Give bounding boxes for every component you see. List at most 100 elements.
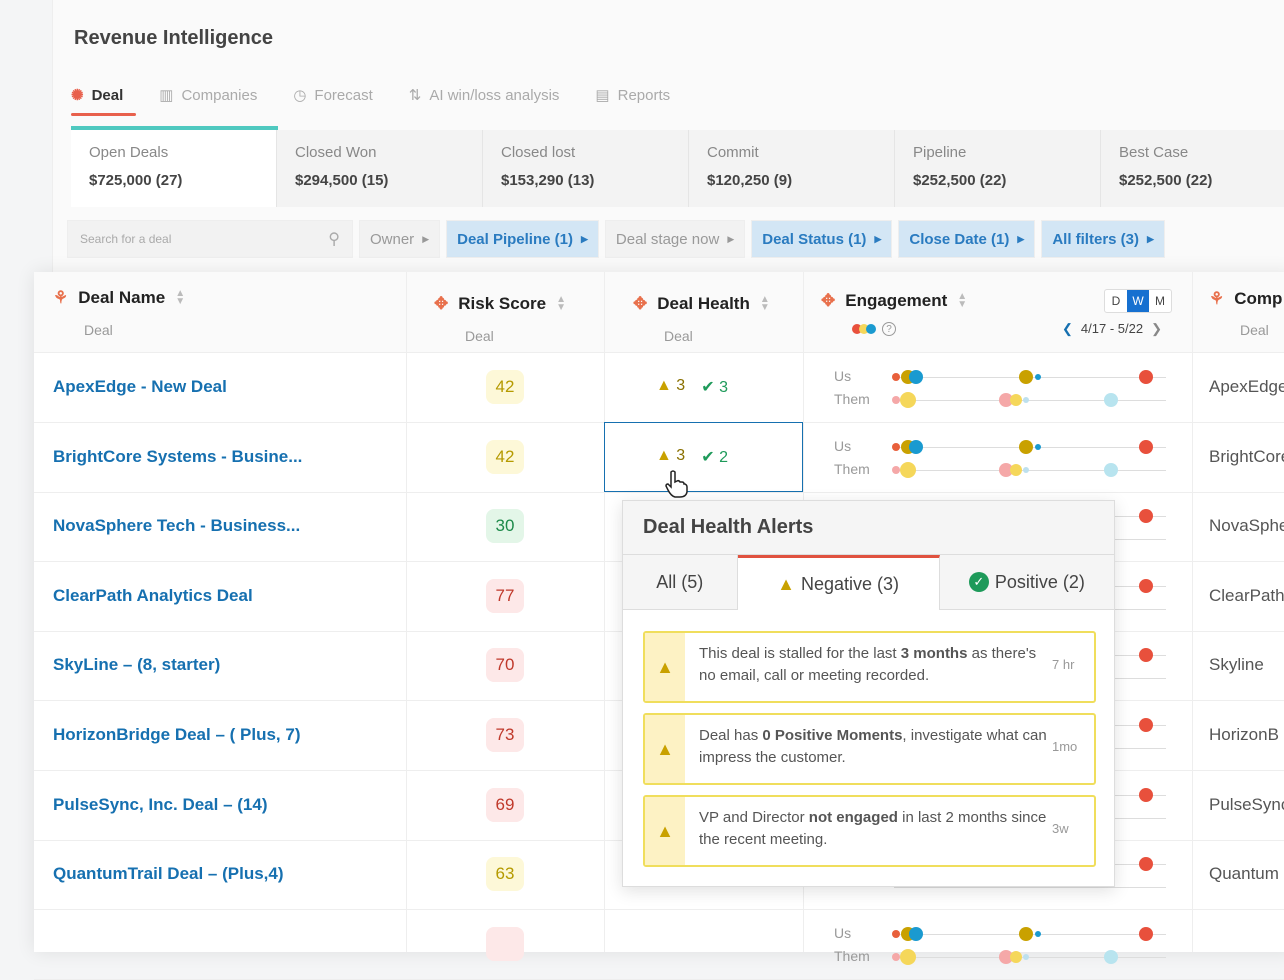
column-company[interactable]: ⚘ Comp	[1209, 289, 1283, 308]
risk-score: 42	[486, 439, 524, 474]
summary-cards: Open Deals $725,000 (27) Closed Won $294,50…	[71, 130, 1284, 207]
engagement-dot	[1035, 930, 1041, 937]
deal-name-link[interactable]: ApexEdge - New Deal	[53, 377, 227, 396]
engagement-dot	[1139, 857, 1153, 872]
period-week[interactable]: W	[1127, 290, 1149, 312]
table-row[interactable]: BrightCore Systems - Busine... 42 ▲ 3 ✔ 2…	[34, 423, 1284, 493]
summary-card[interactable]: Open Deals $725,000 (27)	[71, 130, 277, 207]
table-header: ⚘ Deal Name ▲ ▼ Deal ✥ Risk Score ▲ ▼ Deal ✥ De…	[34, 272, 1284, 353]
deal-name-link[interactable]: QuantumTrail Deal – (Plus,4)	[53, 864, 284, 884]
filter-chip[interactable]: All filters (3) ▶	[1041, 220, 1165, 258]
risk-score: 63	[486, 857, 524, 892]
risk-score	[486, 926, 524, 961]
column-sub: Deal	[1240, 322, 1269, 338]
tab-positive[interactable]: ✓ Positive (2)	[939, 555, 1114, 610]
tab-forecast[interactable]: ◷ Forecast	[293, 86, 373, 105]
engagement-dot	[892, 929, 900, 938]
engagement-dot	[892, 442, 900, 451]
column-sub: Deal	[664, 328, 693, 344]
summary-card[interactable]: Commit $120,250 (9)	[689, 130, 895, 207]
column-risk-score[interactable]: ✥ Risk Score ▲ ▼	[434, 294, 567, 313]
engagement-dot	[1139, 509, 1153, 524]
alert-item[interactable]: ▲ VP and Director not engaged in last 2 m…	[643, 795, 1096, 867]
deal-health-badges[interactable]: ▲ 3 ✔ 3	[656, 377, 728, 396]
filter-chip[interactable]: Deal Status (1) ▶	[751, 220, 893, 258]
sort-icon[interactable]: ▲ ▼	[175, 288, 186, 307]
company-name: PulseSync	[1209, 794, 1284, 814]
column-engagement[interactable]: ✥ Engagement ▲ ▼	[821, 291, 968, 310]
them-label: Them	[834, 391, 870, 407]
chevron-right-icon[interactable]: ❯	[1151, 321, 1162, 336]
tab-deal[interactable]: ✺ Deal	[71, 86, 124, 105]
tab-ai-win-loss[interactable]: ⇅ AI win/loss analysis	[408, 86, 560, 105]
engagement-dot	[999, 393, 1013, 407]
tab-companies[interactable]: ▥ Companies	[159, 86, 258, 105]
warning-icon: ▲	[656, 377, 672, 394]
alert-item[interactable]: ▲ Deal has 0 Positive Moments, investigat…	[643, 713, 1096, 785]
search-input[interactable]: Search for a deal ⚲	[67, 220, 353, 258]
hubspot-icon: ✥	[821, 291, 836, 310]
engagement-dot	[1104, 462, 1118, 477]
engagement-dot	[1035, 443, 1041, 450]
filter-chip[interactable]: Deal Pipeline (1) ▶	[446, 220, 599, 258]
filter-chip[interactable]: Deal stage now ▶	[604, 220, 746, 258]
table-row[interactable]: QuantumTrail Deal – (Plus,4) 63 Quantum	[34, 840, 1284, 911]
sort-icon[interactable]: ▲ ▼	[556, 294, 567, 313]
alert-item[interactable]: ▲ This deal is stalled for the last 3 mon…	[643, 631, 1096, 703]
period-day[interactable]: D	[1111, 294, 1121, 308]
deal-name-link[interactable]: NovaSphere Tech - Business...	[53, 516, 301, 536]
deal-name-link[interactable]: ClearPath Analytics Deal	[53, 585, 253, 605]
selected-cell	[604, 422, 803, 492]
summary-card[interactable]: Closed lost $153,290 (13)	[483, 130, 689, 207]
company-name: Skyline	[1209, 655, 1264, 675]
tab-all[interactable]: All (5)	[623, 555, 738, 610]
engagement-dot	[1139, 578, 1153, 593]
deal-name-link[interactable]: BrightCore Systems - Busine...	[53, 446, 303, 466]
deal-name-link[interactable]: PulseSync, Inc. Deal – (14)	[53, 794, 268, 814]
popover-title: Deal Health Alerts	[623, 501, 1114, 555]
summary-card[interactable]: Best Case $252,500 (22)	[1101, 130, 1284, 207]
table-row[interactable]: Us Them	[34, 910, 1284, 980]
engagement-dot	[1010, 463, 1022, 476]
column-sub: Deal	[465, 328, 494, 344]
engagement-dot	[900, 948, 916, 965]
clock-icon: ◷	[293, 87, 307, 104]
engagement-dot	[1023, 397, 1029, 403]
active-card-indicator	[71, 126, 278, 130]
summary-card[interactable]: Pipeline $252,500 (22)	[895, 130, 1101, 207]
chevron-left-icon[interactable]: ❮	[1062, 321, 1073, 336]
engagement-dot	[909, 439, 923, 454]
filter-chip[interactable]: Owner ▶	[359, 220, 441, 258]
table-row[interactable]: HorizonBridge Deal – ( Plus, 7) 73 Horiz…	[34, 701, 1284, 771]
search-icon: ⚲	[328, 231, 340, 248]
sort-icon[interactable]: ▲ ▼	[957, 291, 968, 310]
building-icon: ▥	[159, 87, 174, 104]
deal-name-link[interactable]: HorizonBridge Deal – ( Plus, 7)	[53, 725, 301, 744]
chart-icon: ▤	[595, 87, 610, 104]
help-icon[interactable]: ?	[882, 322, 896, 336]
company-name: BrightCore	[1209, 446, 1284, 466]
column-deal-name[interactable]: ⚘ Deal Name ▲ ▼	[53, 288, 186, 307]
engagement-dot	[1104, 949, 1118, 964]
risk-score: 42	[486, 370, 524, 404]
column-deal-health[interactable]: ✥ Deal Health ▲ ▼	[633, 294, 770, 313]
tab-negative[interactable]: ▲ Negative (3)	[737, 555, 940, 610]
period-month[interactable]: M	[1155, 294, 1165, 308]
engagement-dot	[892, 465, 900, 474]
summary-card[interactable]: Closed Won $294,500 (15)	[277, 130, 483, 207]
company-name: Quantum	[1209, 864, 1279, 884]
warning-icon: ▲	[656, 820, 674, 841]
table-row[interactable]: ApexEdge - New Deal 42 ▲ 3 ✔ 3 Us Them Ape…	[34, 353, 1284, 423]
caret-right-icon: ▶	[727, 233, 735, 244]
engagement-dot	[1010, 950, 1022, 963]
risk-score: 30	[486, 509, 524, 544]
caret-right-icon: ▶	[422, 233, 430, 244]
tab-reports[interactable]: ▤ Reports	[595, 86, 671, 105]
caret-right-icon: ▶	[1017, 233, 1025, 244]
filter-chip[interactable]: Close Date (1) ▶	[898, 220, 1036, 258]
deal-name-link[interactable]: SkyLine – (8, starter)	[53, 655, 221, 675]
active-tab-indicator	[71, 113, 136, 116]
deal-health-badges[interactable]: ▲ 3 ✔ 2	[656, 446, 728, 466]
date-range-nav: ❮ 4/17 - 5/22 ❯	[1062, 321, 1162, 336]
sort-icon[interactable]: ▲ ▼	[759, 294, 770, 313]
